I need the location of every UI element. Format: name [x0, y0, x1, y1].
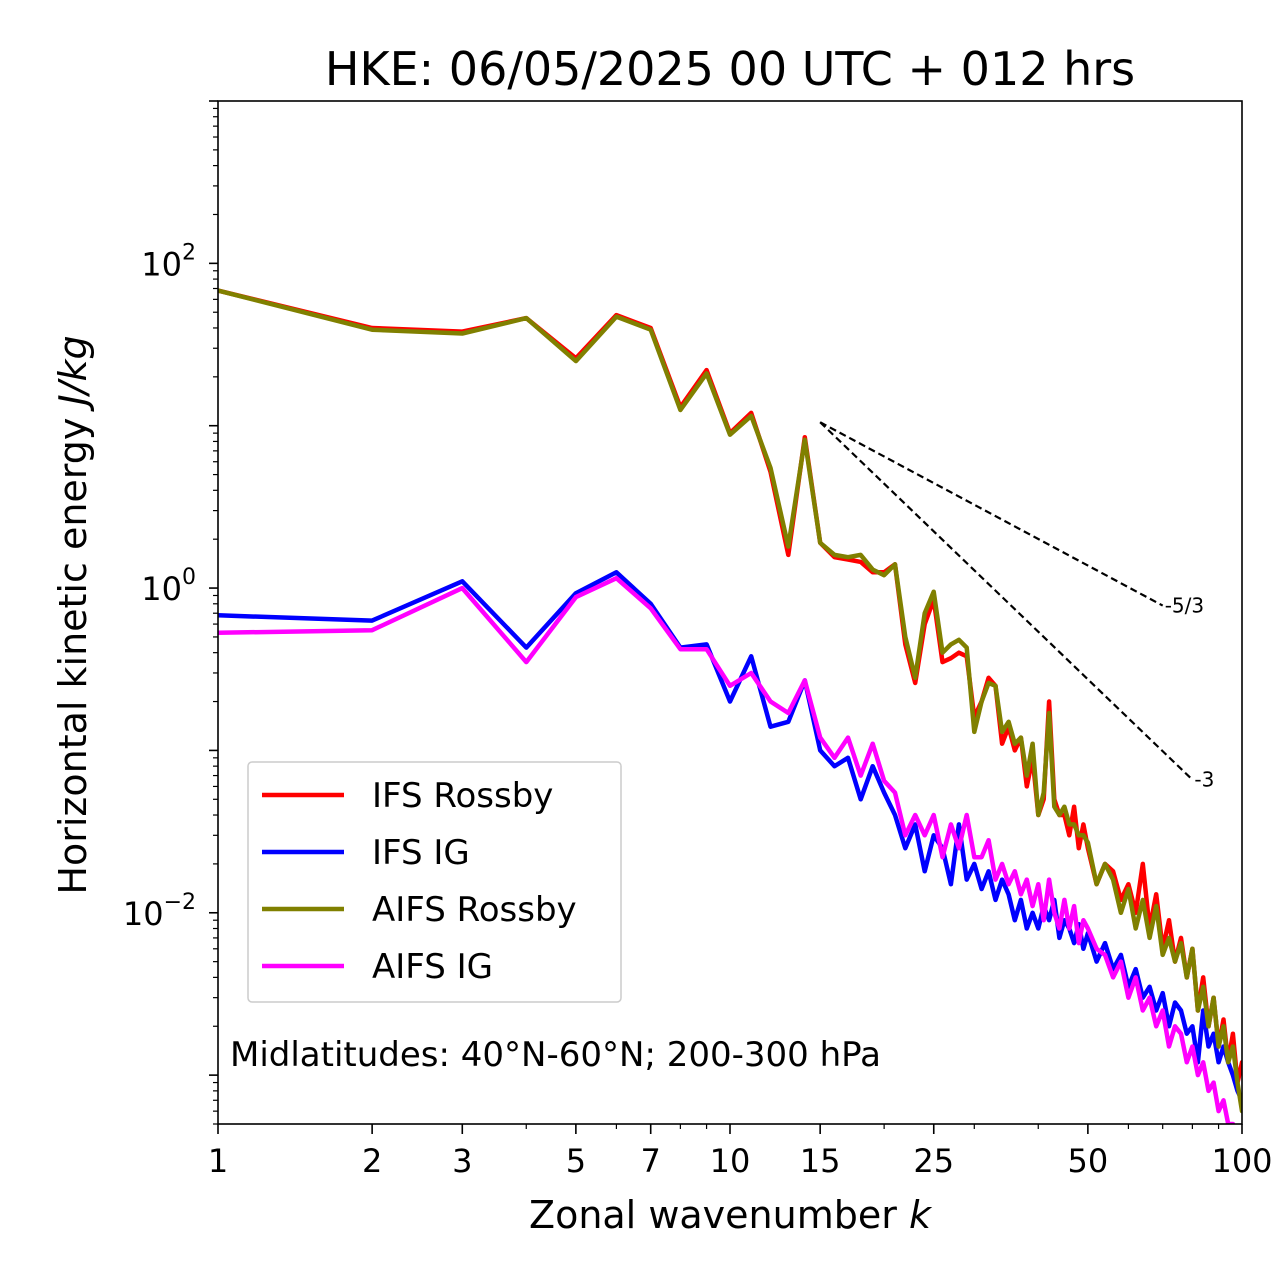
x-tick-label: 3 [452, 1142, 472, 1180]
y-tick-label: 100 [141, 565, 196, 608]
reference-line-label-1: -5/3 [1165, 594, 1204, 618]
legend: IFS Rossby IFS IG AIFS Rossby AIFS IG [247, 761, 622, 1003]
chart-title: HKE: 06/05/2025 00 UTC + 012 hrs [325, 42, 1135, 96]
x-tick-label: 25 [913, 1142, 954, 1180]
y-axis-ticks: 102 100 10−2 [123, 100, 218, 1125]
x-axis-ticks: 1 2 3 5 7 10 15 25 50 100 [208, 1124, 1273, 1180]
x-tick-label: 7 [641, 1142, 661, 1180]
y-axis-label: Horizontal kinetic energy J/kg [51, 335, 95, 894]
x-tick-label: 50 [1068, 1142, 1109, 1180]
x-axis-label: Zonal wavenumber k [529, 1193, 933, 1237]
region-annotation: Midlatitudes: 40°N-60°N; 200-300 hPa [230, 1035, 881, 1075]
legend-label: AIFS Rossby [372, 890, 577, 930]
x-tick-label: 10 [710, 1142, 751, 1180]
legend-label: IFS Rossby [372, 776, 553, 816]
x-tick-label: 2 [362, 1142, 382, 1180]
y-tick-label: 102 [141, 240, 196, 283]
reference-line-1 [819, 421, 1164, 607]
reference-line-label-2: -3 [1194, 768, 1214, 792]
x-tick-label: 1 [208, 1142, 228, 1180]
legend-box [247, 761, 622, 1003]
x-tick-label: 100 [1211, 1142, 1272, 1180]
x-tick-label: 15 [800, 1142, 841, 1180]
series-line-aifs-rossby [218, 288, 1242, 1114]
legend-label: IFS IG [372, 833, 470, 873]
series-layer [218, 288, 1242, 1124]
y-tick-label: 10−2 [123, 890, 196, 933]
reference-line-2 [819, 421, 1194, 781]
legend-label: AIFS IG [372, 947, 493, 987]
reference-lines: -5/3 -3 [819, 421, 1214, 792]
series-line-ifs-ig [218, 570, 1242, 1103]
series-line-aifs-ig [218, 575, 1236, 1124]
x-tick-label: 5 [566, 1142, 586, 1180]
